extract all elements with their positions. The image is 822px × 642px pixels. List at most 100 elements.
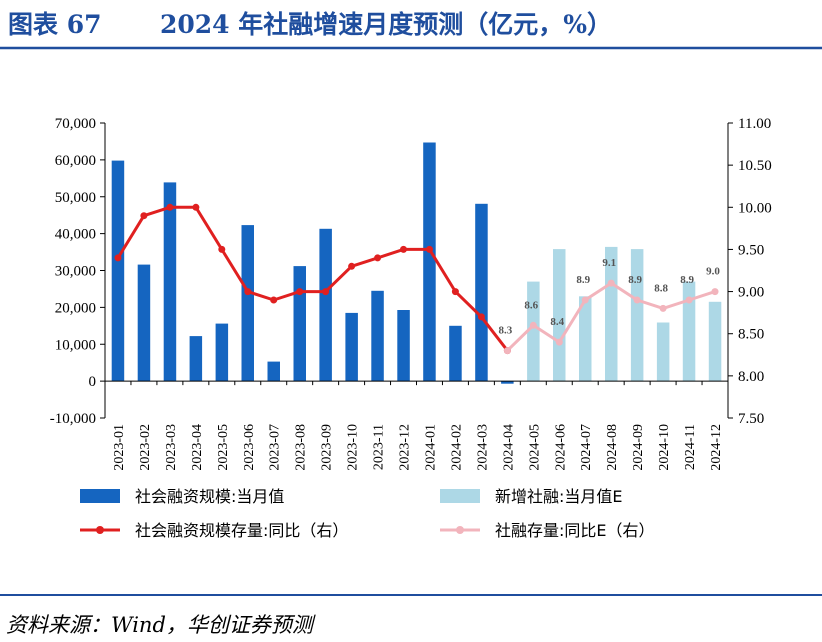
data-label-2024-12: 9.0: [706, 266, 720, 278]
line-point: [140, 212, 148, 220]
x-tick-label: 2024-09: [631, 424, 646, 471]
legend-label-line-forecast: 社融存量:同比E（右）: [495, 521, 655, 540]
plot-area: -10,000 0 10,000 20,000 30,000 40,000 50,000 60…: [50, 116, 772, 471]
data-label-2024-06: 8.4: [550, 316, 564, 328]
bar-2023-10: [345, 312, 358, 382]
bar-2023-11: [371, 290, 384, 382]
x-tick-label: 2024-04: [501, 424, 516, 471]
line-point: [581, 296, 589, 304]
bar-2024-12: [708, 301, 722, 382]
bar-2024-02: [449, 325, 462, 382]
bar-2023-02: [137, 264, 151, 382]
bar-2023-05: [215, 323, 229, 382]
legend-swatch-bar-forecast: [440, 489, 480, 503]
legend-swatch-bar-actual: [80, 489, 120, 503]
x-tick-label: 2023-08: [294, 424, 309, 471]
right-tick-label: 8.50: [738, 327, 764, 343]
right-tick-label: 10.00: [738, 200, 772, 216]
legend: 社会融资规模:当月值 新增社融:当月值E 社会融资规模存量:同比（右） 社融存量…: [80, 487, 655, 540]
bar-2024-01: [423, 142, 436, 382]
figure-title: 2024 年社融增速月度预测（亿元，%）: [160, 10, 612, 39]
bar-2023-07: [267, 361, 280, 382]
x-tick-label: 2023-01: [112, 424, 127, 471]
data-label-2024-08: 9.1: [602, 257, 616, 269]
line-point: [477, 313, 485, 321]
x-tick-label: 2023-06: [242, 424, 257, 471]
line-series-actual: [116, 205, 509, 352]
line-point: [503, 347, 511, 355]
x-tick-label: 2023-05: [216, 424, 231, 471]
x-tick-label: 2024-12: [709, 424, 724, 471]
bar-series-forecast: [527, 246, 722, 382]
left-tick-label: 10,000: [55, 337, 96, 353]
x-tick-label: 2024-07: [579, 424, 594, 471]
bar-series-actual: [111, 142, 514, 384]
left-tick-label: 30,000: [55, 264, 96, 280]
legend-marker-line-forecast: [456, 526, 464, 534]
line-point: [685, 296, 693, 304]
left-tick-label: 50,000: [55, 190, 96, 206]
figure-label: 图表 67: [8, 10, 102, 39]
data-label-2024-05: 8.6: [524, 299, 538, 311]
legend-label-bar-actual: 社会融资规模:当月值: [135, 487, 284, 506]
x-tick-label: 2024-01: [424, 424, 439, 471]
bar-2023-12: [397, 310, 410, 382]
right-tick-label: 7.50: [738, 411, 764, 427]
line-point: [296, 288, 304, 296]
left-tick-label: 60,000: [55, 153, 96, 169]
line-point: [166, 203, 174, 211]
bar-2023-09: [319, 228, 332, 382]
bar-2024-09: [630, 249, 644, 382]
bar-2024-05: [527, 281, 540, 382]
bar-2023-04: [189, 336, 203, 382]
x-tick-label: 2023-04: [190, 424, 205, 471]
x-tick-label: 2023-03: [164, 424, 179, 471]
x-tick-label: 2023-02: [138, 424, 153, 471]
line-point: [633, 296, 641, 304]
data-label-2024-11: 8.9: [680, 274, 694, 286]
x-tick-label: 2023-11: [372, 424, 387, 470]
x-tick-label: 2023-12: [398, 424, 413, 471]
bar-2024-07: [579, 296, 592, 382]
line-point: [426, 245, 433, 253]
line-point: [322, 288, 330, 296]
line-point: [711, 288, 719, 296]
bar-2024-11: [682, 281, 696, 382]
line-point: [451, 288, 459, 296]
bar-2024-06: [553, 249, 566, 382]
left-tick-label: 40,000: [55, 227, 96, 243]
right-tick-label: 11.00: [738, 116, 771, 132]
right-tick-label: 10.50: [738, 158, 772, 174]
line-point: [374, 254, 382, 262]
right-tick-label: 9.00: [738, 285, 764, 301]
x-tick-label: 2024-05: [527, 424, 542, 471]
bar-2023-01: [111, 160, 125, 382]
data-label-2024-07: 8.9: [576, 274, 590, 286]
bar-2024-04: [501, 381, 514, 384]
left-tick-label: 70,000: [55, 116, 96, 132]
line-point: [218, 245, 226, 253]
line-point: [555, 338, 563, 346]
left-tick-label: 0: [89, 374, 97, 390]
bar-2024-03: [475, 203, 488, 382]
x-tick-label: 2024-11: [683, 424, 698, 470]
legend-label-line-actual: 社会融资规模存量:同比（右）: [135, 521, 348, 540]
right-tick-label: 8.00: [738, 369, 764, 385]
line-point: [529, 321, 537, 329]
x-tick-label: 2023-10: [346, 424, 361, 471]
bar-2023-03: [163, 182, 177, 382]
right-tick-label: 9.50: [738, 242, 764, 258]
forecast-data-labels: 8.3 8.6 8.4 8.9 9.1 8.9 8.8 8.9 9.0: [499, 257, 721, 337]
bar-2023-08: [293, 266, 306, 382]
line-series: [114, 203, 719, 355]
line-point: [607, 279, 615, 287]
data-label-2024-10: 8.8: [654, 282, 668, 294]
line-point: [348, 262, 356, 270]
left-tick-label: -10,000: [50, 411, 96, 427]
legend-marker-line-actual: [96, 526, 104, 534]
left-tick-label: 20,000: [55, 300, 96, 316]
line-point: [270, 296, 278, 304]
bar-2023-06: [241, 225, 254, 382]
x-tick-label: 2023-09: [320, 424, 335, 471]
legend-label-bar-forecast: 新增社融:当月值E: [495, 487, 623, 506]
